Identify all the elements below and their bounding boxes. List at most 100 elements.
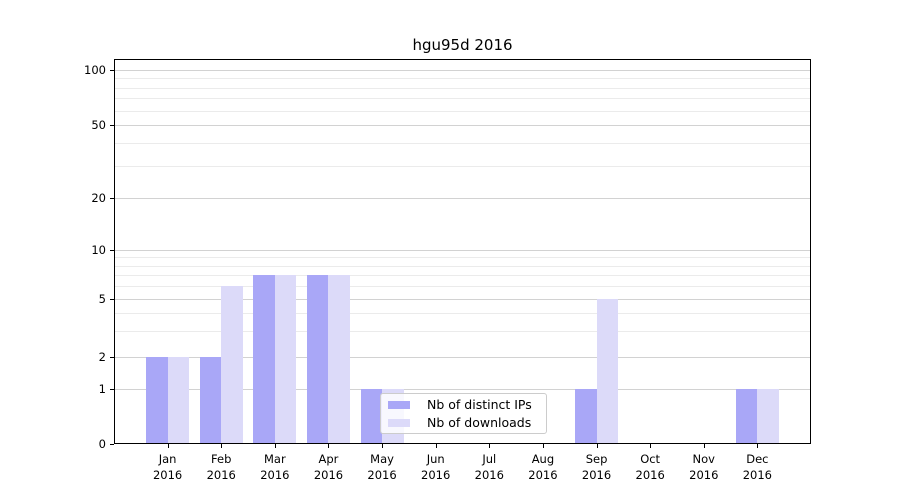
- y-tick-label-5: 5: [98, 292, 106, 306]
- gridline-y-8: [115, 265, 810, 267]
- gridline-y-1: [115, 389, 810, 390]
- legend-row-distinct-ips: Nb of distinct IPs: [388, 398, 539, 411]
- legend: Nb of distinct IPs Nb of downloads: [380, 393, 547, 434]
- x-tick-mark-oct: [650, 444, 652, 448]
- x-tick-mark-jan: [167, 444, 169, 448]
- x-tick-mark-nov: [703, 444, 705, 448]
- x-tick-month: Mar: [263, 452, 286, 466]
- x-tick-mark-mar: [274, 444, 276, 448]
- gridline-y-40: [115, 142, 810, 144]
- legend-row-downloads: Nb of downloads: [388, 416, 539, 429]
- y-tick-label-50: 50: [91, 118, 106, 132]
- x-tick-month: Sep: [585, 452, 608, 466]
- y-tick-mark-5: [110, 299, 114, 300]
- x-tick-month: Oct: [640, 452, 661, 466]
- x-tick-label-may: May 2016: [352, 451, 412, 483]
- gridline-y-50: [115, 125, 810, 126]
- y-tick-mark-2: [110, 356, 114, 358]
- bar-distinct-ips-sep: [575, 389, 597, 443]
- x-tick-mark-sep: [596, 444, 598, 448]
- x-tick-label-dec: Dec 2016: [727, 451, 787, 483]
- gridline-y-70: [115, 98, 810, 100]
- bar-distinct-ips-apr: [306, 275, 329, 443]
- x-tick-label-feb: Feb 2016: [191, 451, 251, 483]
- x-tick-year: 2016: [421, 468, 451, 482]
- x-tick-label-jan: Jan 2016: [138, 451, 198, 483]
- x-tick-month: Feb: [211, 452, 232, 466]
- x-tick-year: 2016: [260, 468, 290, 482]
- x-tick-month: Nov: [692, 452, 715, 466]
- bar-downloads-apr: [328, 275, 350, 443]
- x-tick-mark-jun: [435, 444, 437, 448]
- gridline-y-6: [115, 286, 810, 288]
- bar-distinct-ips-dec: [735, 389, 758, 443]
- y-tick-mark-100: [110, 70, 114, 71]
- gridline-y-4: [115, 313, 810, 314]
- y-tick-mark-1: [110, 389, 114, 390]
- bar-distinct-ips-mar: [253, 275, 275, 443]
- x-tick-month: Aug: [531, 452, 555, 466]
- x-tick-year: 2016: [689, 468, 719, 482]
- x-tick-mark-aug: [542, 444, 544, 448]
- x-tick-mark-feb: [221, 444, 223, 448]
- y-tick-mark-20: [110, 198, 114, 199]
- x-tick-month: May: [370, 452, 394, 466]
- gridline-y-100: [115, 70, 810, 71]
- legend-label: Nb of distinct IPs: [427, 397, 532, 412]
- bar-distinct-ips-feb: [199, 356, 222, 443]
- x-tick-month: Apr: [318, 452, 339, 466]
- bar-downloads-feb: [221, 286, 243, 443]
- x-tick-year: 2016: [742, 468, 773, 482]
- bar-downloads-jan: [167, 356, 190, 443]
- legend-swatch-icon: [388, 418, 410, 427]
- y-tick-label-100: 100: [84, 63, 106, 77]
- x-tick-year: 2016: [313, 468, 344, 482]
- y-tick-label-1: 1: [98, 382, 106, 396]
- bar-downloads-mar: [274, 275, 297, 443]
- y-tick-label-20: 20: [91, 191, 106, 205]
- x-tick-year: 2016: [528, 468, 558, 482]
- bar-downloads-sep: [596, 299, 619, 443]
- x-tick-label-jun: Jun 2016: [406, 451, 466, 483]
- legend-label: Nb of downloads: [427, 415, 532, 430]
- gridline-y-80: [115, 87, 810, 89]
- gridline-y-60: [115, 110, 810, 112]
- x-tick-mark-dec: [757, 444, 759, 448]
- y-tick-label-2: 2: [98, 349, 106, 364]
- gridline-y-20: [115, 198, 810, 199]
- x-tick-label-jul: Jul 2016: [459, 451, 519, 483]
- bar-distinct-ips-may: [360, 389, 383, 443]
- gridline-y-10: [115, 250, 810, 251]
- plot-area: [114, 59, 811, 444]
- gridline-y-3: [115, 331, 810, 333]
- x-tick-year: 2016: [635, 468, 665, 482]
- x-tick-year: 2016: [581, 468, 612, 482]
- gridline-y-30: [115, 165, 810, 167]
- x-tick-label-aug: Aug 2016: [513, 451, 573, 483]
- x-tick-month: Jan: [158, 452, 177, 466]
- x-tick-year: 2016: [367, 468, 397, 482]
- chart-title: hgu95d 2016: [412, 36, 513, 54]
- x-tick-year: 2016: [152, 468, 183, 482]
- x-tick-mark-jul: [489, 444, 491, 448]
- y-tick-mark-10: [110, 250, 114, 251]
- x-tick-month: Dec: [746, 452, 769, 466]
- y-tick-mark-50: [110, 125, 114, 126]
- gridline-y-7: [115, 275, 810, 277]
- x-tick-mark-may: [382, 444, 384, 448]
- bar-downloads-dec: [757, 389, 779, 443]
- x-tick-label-oct: Oct 2016: [620, 451, 680, 483]
- gridline-y-5: [115, 299, 810, 300]
- y-tick-mark-0: [110, 444, 114, 445]
- x-tick-label-apr: Apr 2016: [298, 451, 358, 483]
- legend-swatch-icon: [388, 400, 410, 409]
- y-tick-label-0: 0: [98, 437, 106, 451]
- bar-distinct-ips-jan: [146, 356, 168, 443]
- gridline-y-9: [115, 257, 810, 259]
- x-tick-label-nov: Nov 2016: [674, 451, 734, 483]
- x-tick-mark-apr: [328, 444, 330, 448]
- x-tick-year: 2016: [474, 468, 504, 482]
- gridline-y-90: [115, 78, 810, 80]
- x-tick-year: 2016: [206, 468, 236, 482]
